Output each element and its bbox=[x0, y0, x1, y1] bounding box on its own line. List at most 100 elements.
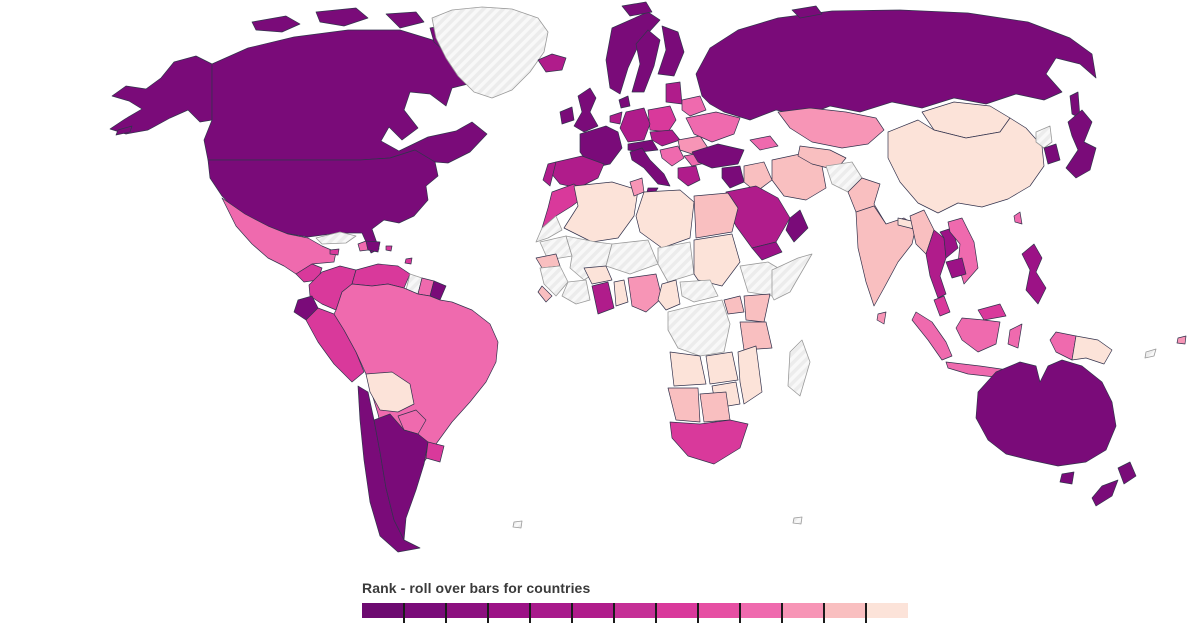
region-kenya[interactable] bbox=[743, 293, 771, 323]
region-germany[interactable] bbox=[619, 107, 651, 143]
region-ireland[interactable] bbox=[559, 106, 575, 125]
region-senegal[interactable] bbox=[535, 253, 561, 269]
region-jamaica[interactable] bbox=[329, 248, 340, 256]
region-botswana[interactable] bbox=[699, 391, 731, 423]
region-angola[interactable] bbox=[669, 351, 707, 387]
legend-cell[interactable] bbox=[446, 603, 489, 623]
region-sweden[interactable] bbox=[631, 29, 661, 93]
region-bolivia[interactable] bbox=[365, 371, 415, 413]
region-denmark[interactable] bbox=[618, 95, 631, 109]
legend-cell[interactable] bbox=[530, 603, 573, 623]
legend-cell[interactable] bbox=[866, 603, 908, 618]
region-alps[interactable] bbox=[627, 139, 659, 153]
region-baltics[interactable] bbox=[665, 81, 683, 105]
region-paraguay[interactable] bbox=[397, 409, 427, 435]
region-levant[interactable] bbox=[721, 165, 745, 189]
region-malaysia-peninsula[interactable] bbox=[933, 295, 951, 317]
region-togo-benin[interactable] bbox=[613, 279, 629, 307]
legend-cell[interactable] bbox=[572, 603, 615, 623]
legend-cell[interactable] bbox=[740, 603, 783, 623]
region-brazil[interactable] bbox=[333, 283, 499, 471]
region-canada-arctic-3[interactable] bbox=[385, 11, 425, 29]
region-new-zealand-south[interactable] bbox=[1091, 479, 1119, 507]
region-png[interactable] bbox=[1071, 335, 1113, 365]
region-cameroon[interactable] bbox=[657, 279, 681, 311]
region-mexico[interactable] bbox=[221, 197, 337, 275]
region-zambia[interactable] bbox=[705, 351, 739, 385]
region-new-zealand-north[interactable] bbox=[1117, 461, 1137, 485]
region-greece[interactable] bbox=[677, 165, 701, 187]
region-oman[interactable] bbox=[785, 209, 809, 243]
region-yemen[interactable] bbox=[751, 241, 783, 261]
region-taiwan[interactable] bbox=[1013, 211, 1023, 225]
region-france[interactable] bbox=[579, 125, 623, 169]
region-indonesia-sumatra[interactable] bbox=[911, 311, 953, 361]
region-svalbard[interactable] bbox=[621, 1, 653, 17]
legend-cell[interactable] bbox=[404, 603, 447, 623]
region-poland[interactable] bbox=[647, 105, 677, 133]
legend-cell[interactable] bbox=[782, 603, 825, 623]
region-south-korea[interactable] bbox=[1043, 143, 1061, 165]
region-finland[interactable] bbox=[657, 25, 685, 77]
region-libya[interactable] bbox=[635, 189, 695, 249]
region-puerto-rico[interactable] bbox=[385, 245, 393, 252]
region-canada-arctic-1[interactable] bbox=[251, 15, 301, 33]
region-tanzania[interactable] bbox=[739, 321, 773, 351]
legend-cell[interactable] bbox=[656, 603, 699, 623]
region-indonesia-sulawesi[interactable] bbox=[1007, 323, 1023, 349]
region-spain[interactable] bbox=[549, 155, 605, 189]
region-japan[interactable] bbox=[1065, 109, 1097, 179]
region-philippines[interactable] bbox=[1021, 243, 1047, 305]
region-sierra-leone[interactable] bbox=[537, 285, 553, 303]
region-indonesia-papua[interactable] bbox=[1049, 331, 1077, 361]
region-egypt[interactable] bbox=[693, 192, 739, 239]
region-uganda[interactable] bbox=[723, 295, 745, 315]
region-novaya-zemlya[interactable] bbox=[791, 5, 823, 19]
legend-cell[interactable] bbox=[698, 603, 741, 623]
region-kazakhstan[interactable] bbox=[777, 107, 885, 149]
region-ghana[interactable] bbox=[591, 281, 615, 315]
region-trinidad[interactable] bbox=[404, 257, 413, 265]
region-ukraine[interactable] bbox=[685, 111, 741, 143]
region-peru[interactable] bbox=[305, 307, 365, 383]
region-portugal[interactable] bbox=[542, 161, 557, 187]
region-benelux[interactable] bbox=[609, 111, 623, 125]
region-uruguay[interactable] bbox=[425, 441, 445, 463]
region-czech-hungary[interactable] bbox=[649, 129, 681, 147]
region-malaysia-borneo[interactable] bbox=[977, 303, 1007, 321]
region-china[interactable] bbox=[887, 117, 1045, 214]
region-venezuela[interactable] bbox=[351, 263, 411, 289]
region-indonesia-kalimantan[interactable] bbox=[955, 317, 1001, 353]
region-balkans[interactable] bbox=[659, 145, 685, 167]
region-burkina-faso[interactable] bbox=[583, 265, 613, 285]
region-belarus[interactable] bbox=[681, 95, 707, 117]
region-vietnam[interactable] bbox=[947, 217, 979, 285]
region-fiji[interactable] bbox=[1176, 335, 1187, 345]
region-uk[interactable] bbox=[573, 87, 599, 133]
region-iraq[interactable] bbox=[743, 161, 773, 193]
region-turkey[interactable] bbox=[691, 143, 745, 169]
region-aleutians[interactable] bbox=[115, 125, 133, 136]
region-argentina[interactable] bbox=[373, 413, 429, 541]
region-nigeria[interactable] bbox=[627, 273, 663, 313]
region-iceland[interactable] bbox=[537, 53, 567, 73]
region-sudan[interactable] bbox=[693, 233, 741, 287]
region-sri-lanka[interactable] bbox=[876, 311, 887, 325]
legend-cell[interactable] bbox=[362, 603, 405, 623]
region-mozambique[interactable] bbox=[737, 345, 763, 405]
legend-cell[interactable] bbox=[614, 603, 657, 623]
region-alaska[interactable] bbox=[109, 55, 213, 135]
region-tasmania[interactable] bbox=[1059, 471, 1075, 485]
region-australia[interactable] bbox=[975, 359, 1117, 467]
region-india[interactable] bbox=[855, 205, 917, 307]
region-dominican-republic[interactable] bbox=[365, 240, 381, 253]
region-russia[interactable] bbox=[695, 9, 1097, 121]
region-caucasus[interactable] bbox=[749, 135, 779, 151]
legend-cell[interactable] bbox=[488, 603, 531, 623]
region-italy[interactable] bbox=[629, 147, 671, 187]
region-cambodia[interactable] bbox=[945, 257, 967, 279]
region-south-africa[interactable] bbox=[669, 419, 749, 465]
region-algeria[interactable] bbox=[563, 181, 639, 243]
region-thailand[interactable] bbox=[925, 229, 947, 299]
legend-cell[interactable] bbox=[824, 603, 867, 623]
